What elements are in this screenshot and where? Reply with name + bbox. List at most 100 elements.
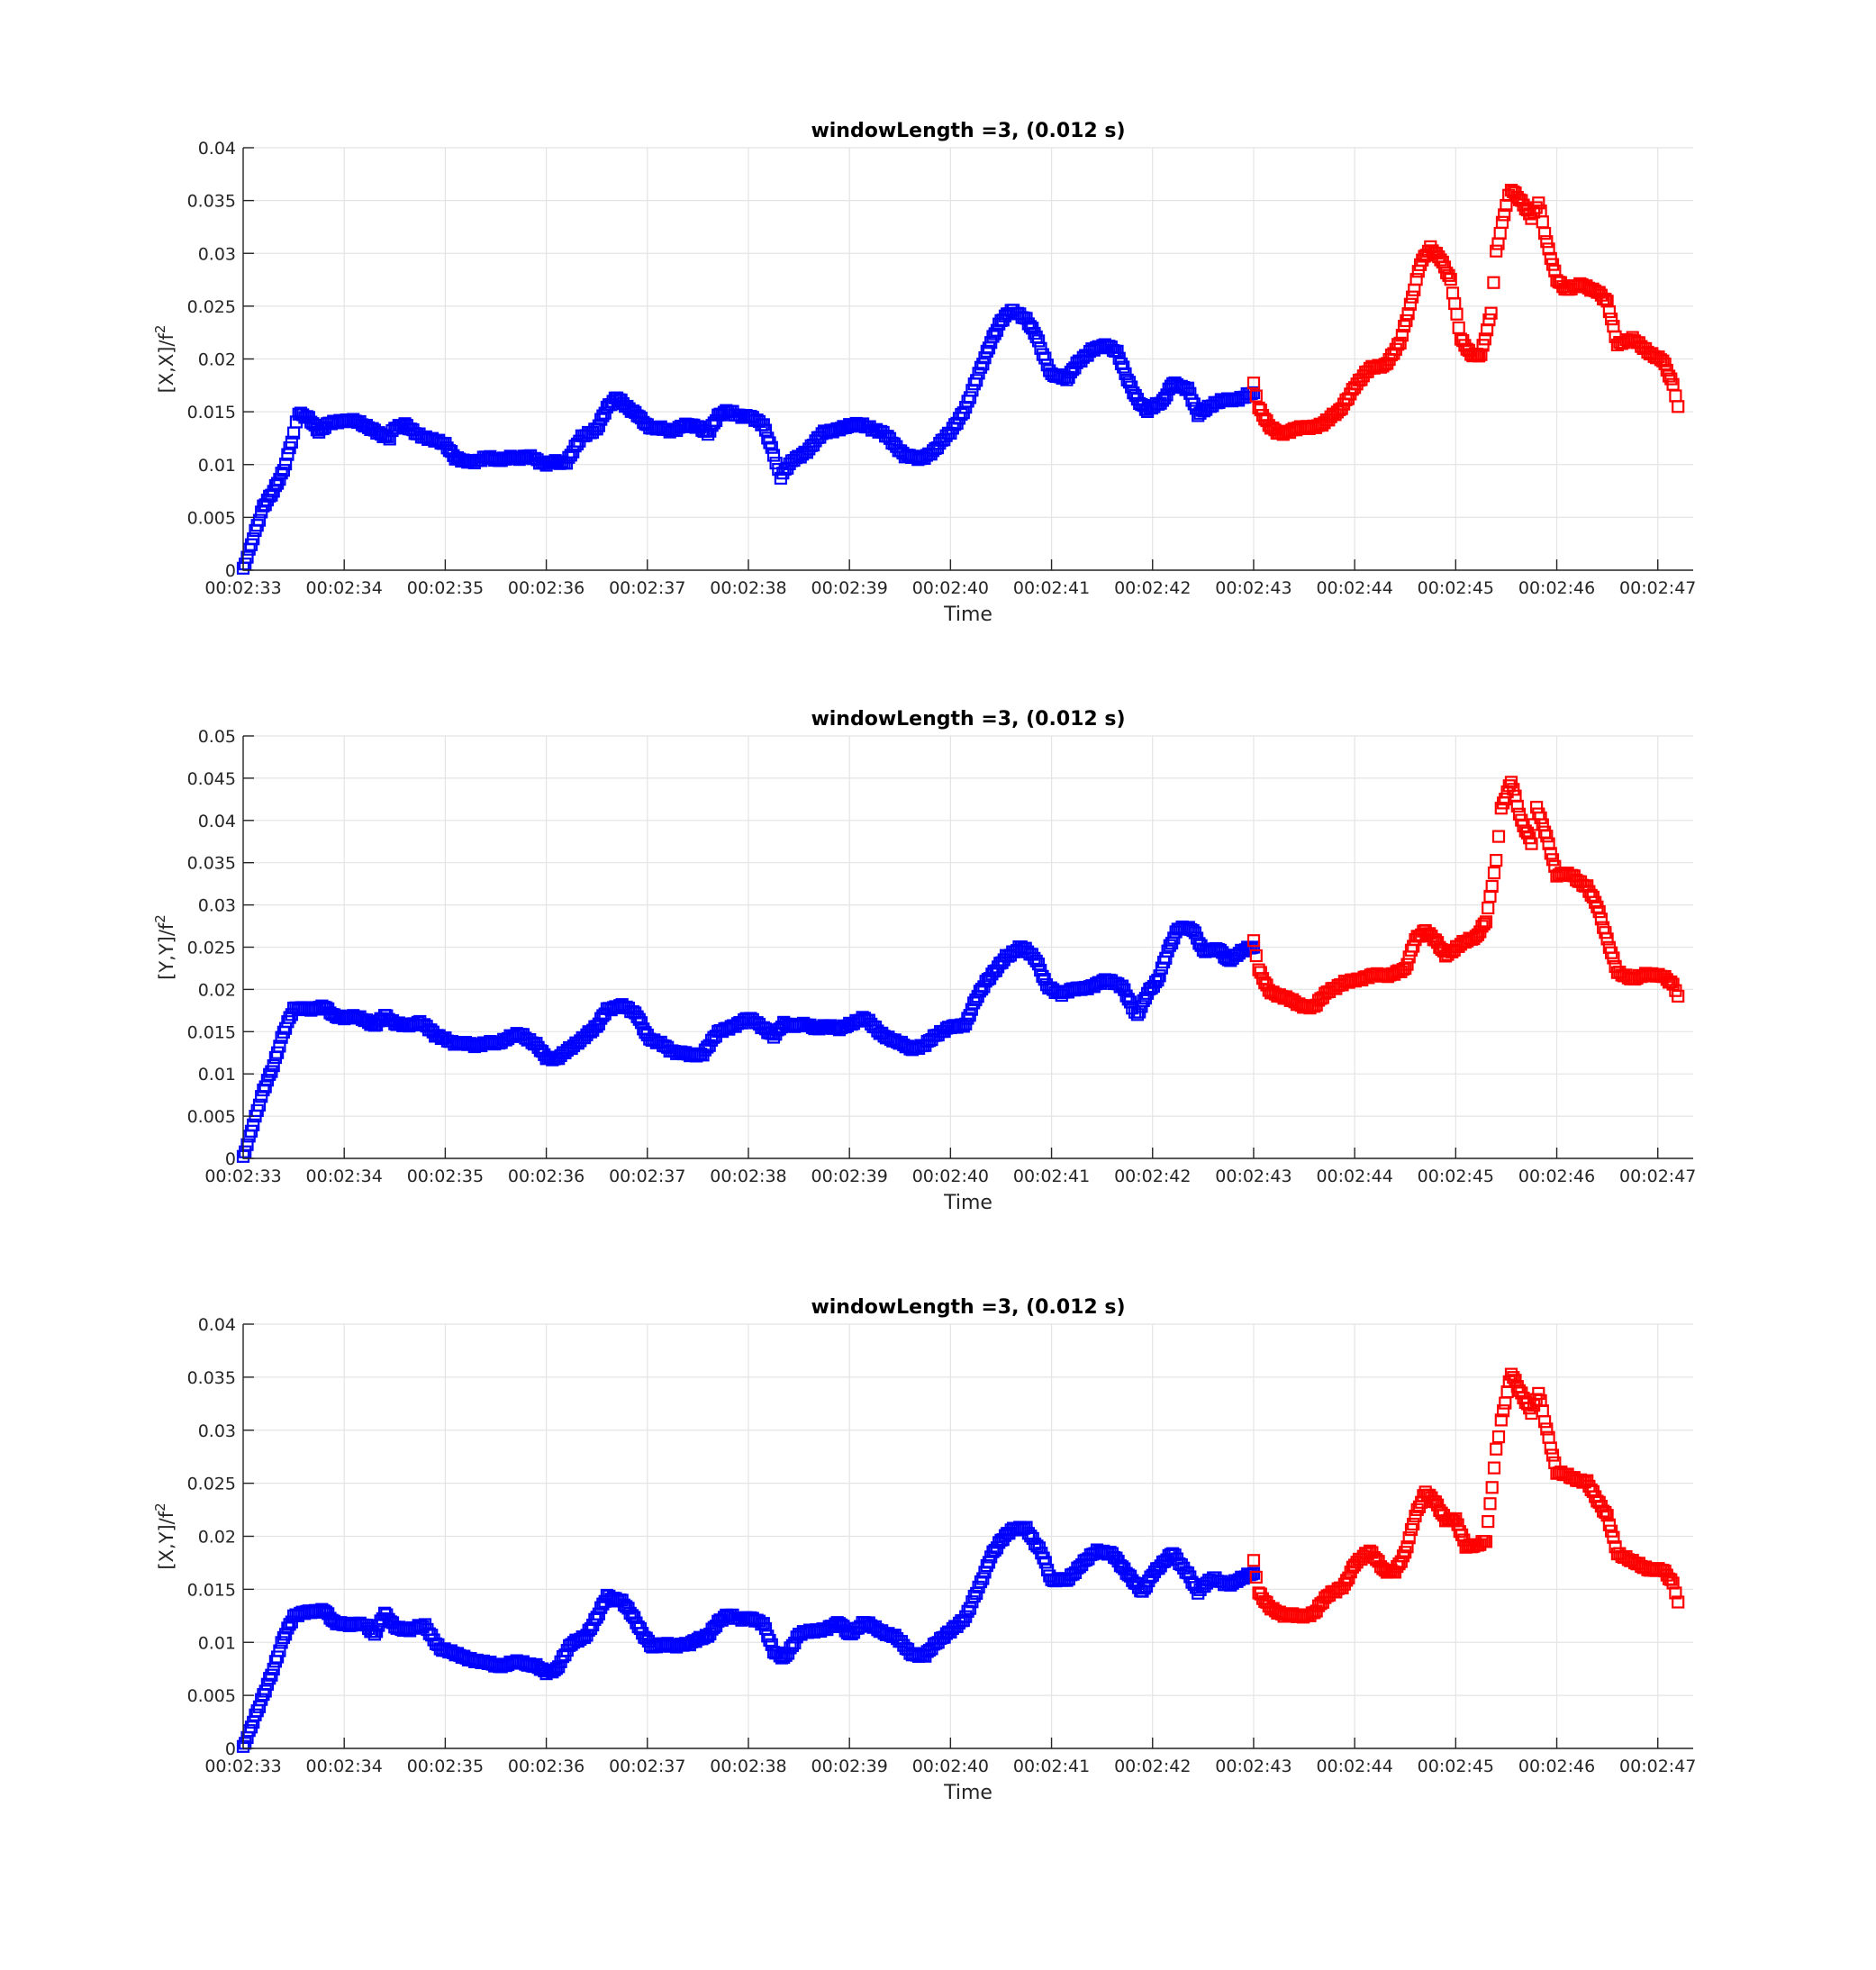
x-tick-label: 00:02:42	[1114, 1167, 1191, 1186]
data-point	[1532, 1386, 1545, 1401]
data-point	[963, 391, 977, 404]
data-point	[763, 1633, 776, 1648]
data-point	[1246, 1554, 1261, 1567]
data-point	[1381, 357, 1394, 370]
data-point	[1540, 830, 1554, 843]
x-tick-label: 00:02:44	[1316, 1167, 1392, 1186]
data-point	[265, 488, 278, 502]
data-point	[1163, 939, 1176, 952]
x-axis-label: Time	[943, 1782, 992, 1804]
series-2	[1246, 184, 1685, 441]
data-point	[1453, 1525, 1466, 1539]
data-point	[887, 437, 902, 450]
data-point	[926, 444, 940, 458]
data-point	[765, 440, 778, 454]
data-point	[1038, 1556, 1052, 1569]
x-tick-label: 00:02:33	[204, 578, 281, 598]
data-point	[785, 1639, 800, 1652]
data-point	[1537, 227, 1552, 241]
y-axis-label-superscript: 2	[152, 914, 168, 923]
charts-container: 0 0.005 0.01 0.015 0.02 0.025 0.03 0.035 0.04 00:…	[152, 120, 1696, 1804]
data-point	[1491, 1430, 1506, 1444]
data-point	[1487, 276, 1500, 289]
data-point	[1498, 208, 1511, 222]
x-tick-label: 00:02:37	[609, 1167, 685, 1186]
data-point	[1028, 1537, 1042, 1551]
x-tick-label: 00:02:47	[1619, 1757, 1696, 1776]
data-point	[1402, 1531, 1416, 1545]
y-tick-label: 0.015	[187, 403, 236, 422]
data-point	[862, 1013, 875, 1027]
data-point	[693, 1047, 708, 1061]
data-point	[1153, 969, 1166, 983]
y-tick-label: 0	[225, 561, 236, 581]
data-point	[416, 1620, 430, 1634]
data-point	[258, 1080, 272, 1094]
data-point	[1015, 1522, 1029, 1537]
y-tick-label: 0.025	[187, 1475, 236, 1494]
y-tick-label: 0.02	[198, 350, 236, 370]
y-axis-label-base: [X,Y]/f	[156, 1511, 177, 1569]
data-point	[809, 434, 822, 448]
data-point	[1130, 1008, 1145, 1021]
x-tick-label: 00:02:40	[912, 578, 989, 598]
data-point	[1672, 1595, 1685, 1609]
data-point	[800, 446, 814, 459]
data-point	[609, 1592, 622, 1605]
x-tick-label: 00:02:43	[1215, 1167, 1291, 1186]
x-tick-label: 00:02:38	[710, 1757, 786, 1776]
x-tick-label: 00:02:41	[1013, 1757, 1090, 1776]
data-point	[897, 1639, 911, 1652]
x-tick-label: 00:02:47	[1619, 578, 1696, 598]
data-point	[281, 1015, 295, 1029]
data-point	[1407, 1517, 1420, 1531]
data-point	[1030, 1539, 1044, 1553]
data-point	[1474, 348, 1488, 361]
data-point	[865, 1017, 878, 1031]
data-point	[1482, 313, 1496, 327]
data-point	[273, 1039, 286, 1053]
data-point	[1403, 297, 1418, 311]
data-point	[1367, 1550, 1381, 1565]
y-axis-label: [Y,Y]/f2	[152, 914, 177, 980]
x-tick-label: 00:02:37	[609, 1757, 685, 1776]
data-point	[239, 1145, 252, 1158]
data-point	[781, 461, 794, 475]
x-tick-label: 00:02:39	[811, 578, 887, 598]
data-point	[263, 1672, 276, 1685]
x-axis-label: Time	[943, 604, 992, 626]
y-axis-label-base: [Y,Y]/f	[156, 922, 177, 980]
series-1	[236, 920, 1261, 1163]
data-point	[1400, 958, 1414, 971]
data-point	[1596, 1504, 1610, 1518]
data-point	[1507, 1371, 1520, 1384]
x-tick-label: 00:02:38	[710, 1167, 786, 1186]
data-point	[1006, 304, 1020, 317]
data-point	[1024, 1530, 1038, 1543]
data-point	[1329, 982, 1343, 995]
y-tick-label: 0.04	[198, 812, 236, 831]
data-point	[1496, 1404, 1510, 1418]
data-point	[1373, 360, 1388, 374]
x-tick-label: 00:02:38	[710, 578, 786, 598]
data-point	[1395, 329, 1409, 342]
data-point	[549, 1662, 563, 1675]
chart-3: 0 0.005 0.01 0.015 0.02 0.025 0.03 0.035 0.04 00:…	[152, 1296, 1696, 1804]
data-point	[1313, 417, 1327, 431]
y-tick-label: 0.02	[198, 1528, 236, 1548]
data-point	[956, 1613, 970, 1628]
data-point	[1604, 313, 1618, 326]
data-point	[1186, 923, 1200, 938]
data-point	[1409, 273, 1423, 286]
data-point	[1350, 377, 1364, 391]
y-tick-label: 0.03	[198, 896, 236, 916]
data-point	[1174, 1557, 1188, 1572]
data-point	[1537, 1415, 1552, 1429]
data-point	[1410, 1502, 1424, 1517]
data-point	[980, 344, 993, 358]
data-point	[267, 1058, 280, 1073]
data-point	[1545, 853, 1560, 867]
data-point	[1440, 266, 1454, 280]
data-point	[1246, 377, 1261, 390]
y-tick-label: 0.01	[198, 456, 236, 476]
